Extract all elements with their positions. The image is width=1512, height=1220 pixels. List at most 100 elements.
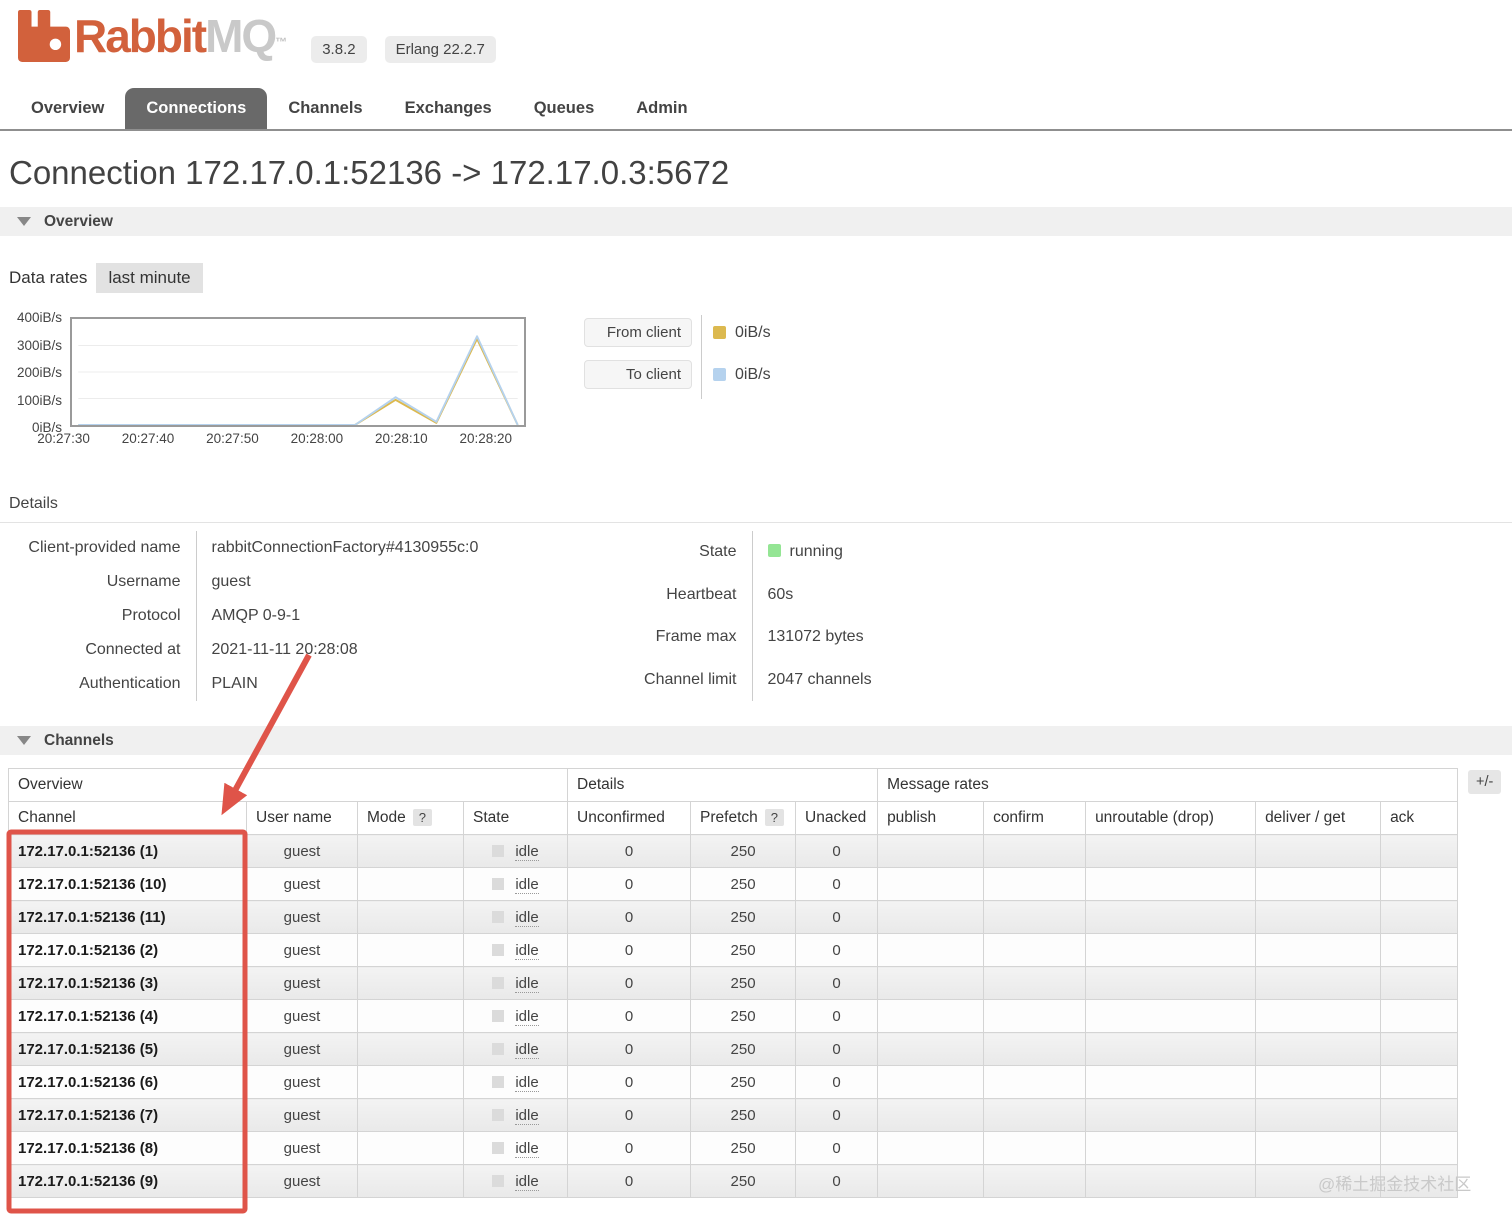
- detail-row-protocol: Protocol AMQP 0-9-1: [0, 599, 552, 633]
- channel-name[interactable]: 172.17.0.1:52136 (10): [8, 867, 247, 901]
- tab-connections[interactable]: Connections: [125, 88, 268, 129]
- page-title: Connection 172.17.0.1:52136 -> 172.17.0.…: [9, 154, 730, 191]
- unconfirmed: 0: [567, 1164, 692, 1198]
- data-rates-chart-block: 400iB/s 300iB/s 200iB/s 100iB/s 0iB/s 20:27:…: [0, 310, 1512, 449]
- prefetch: 250: [690, 834, 797, 868]
- tab-overview[interactable]: Overview: [31, 99, 105, 117]
- deliver-get-rate: [1255, 1032, 1382, 1066]
- channel-name[interactable]: 172.17.0.1:52136 (1): [8, 834, 247, 868]
- group-header-message-rates: Message rates: [877, 768, 1459, 802]
- x-tick-label: 20:28:20: [459, 431, 513, 446]
- column-label: Channel: [18, 809, 76, 826]
- column-header-confirm: confirm: [983, 801, 1087, 835]
- channel-name[interactable]: 172.17.0.1:52136 (9): [8, 1164, 247, 1198]
- column-label: Unconfirmed: [577, 809, 665, 826]
- mode: [357, 1098, 464, 1132]
- channel-name[interactable]: 172.17.0.1:52136 (6): [8, 1065, 247, 1099]
- detail-row-authentication: Authentication PLAIN: [0, 667, 552, 701]
- detail-label: State: [552, 531, 753, 574]
- column-label: State: [473, 809, 510, 826]
- channel-name[interactable]: 172.17.0.1:52136 (5): [8, 1032, 247, 1066]
- publish-rate: [877, 1131, 985, 1165]
- detail-value: 60s: [767, 585, 794, 603]
- column-selector-button[interactable]: +/-: [1468, 770, 1502, 794]
- channel-name[interactable]: 172.17.0.1:52136 (4): [8, 999, 247, 1033]
- unacked: 0: [795, 999, 879, 1033]
- detail-row-username: Username guest: [0, 565, 552, 599]
- tab-admin[interactable]: Admin: [636, 99, 688, 117]
- help-icon[interactable]: ?: [764, 809, 785, 826]
- state: idle: [462, 1098, 569, 1132]
- watermark: @稀土掘金技术社区: [1318, 1175, 1472, 1194]
- unacked: 0: [795, 1032, 879, 1066]
- user-name: guest: [246, 966, 358, 1000]
- detail-row-heartbeat: Heartbeat 60s: [552, 573, 872, 616]
- idle-state-swatch: [492, 1075, 505, 1088]
- series-to-client: [78, 335, 519, 425]
- mode: [357, 900, 464, 934]
- ack-rate: [1380, 1032, 1459, 1066]
- ack-rate: [1380, 1065, 1459, 1099]
- state-text: idle: [515, 941, 539, 960]
- user-name: guest: [246, 933, 358, 967]
- idle-state-swatch: [492, 910, 505, 923]
- state-text: idle: [515, 1172, 539, 1191]
- channels-section-header[interactable]: Channels: [0, 726, 1512, 755]
- ack-rate: [1380, 900, 1459, 934]
- ack-rate: [1380, 1098, 1459, 1132]
- ack-rate: [1380, 1131, 1459, 1165]
- column-header-publish: publish: [877, 801, 985, 835]
- mode: [357, 966, 464, 1000]
- channel-row: 172.17.0.1:52136 (4) guest idle 0 250 0: [8, 999, 1459, 1033]
- running-state-swatch: [767, 544, 781, 558]
- wordmark-mq: MQ: [205, 10, 277, 62]
- column-header-channel: Channel: [8, 801, 247, 835]
- deliver-get-rate: [1255, 1098, 1382, 1132]
- prefetch: 250: [690, 999, 797, 1033]
- unconfirmed: 0: [567, 1098, 692, 1132]
- tab-channels[interactable]: Channels: [288, 99, 363, 117]
- details-section: Client-provided name rabbitConnectionFact…: [0, 531, 1512, 701]
- state: idle: [462, 867, 569, 901]
- unroutable-rate: [1085, 1164, 1257, 1198]
- channel-name[interactable]: 172.17.0.1:52136 (3): [8, 966, 247, 1000]
- x-tick-label: 20:27:30: [37, 431, 90, 446]
- help-icon[interactable]: ?: [412, 809, 433, 826]
- chart-legend: From client 0iB/s To client 0iB/s: [584, 315, 771, 449]
- detail-label: Frame max: [552, 616, 753, 659]
- detail-value: 2021-11-11 20:28:08: [211, 641, 358, 658]
- data-rates-label: Data rates: [9, 268, 88, 287]
- detail-label: Protocol: [0, 599, 197, 633]
- confirm-rate: [983, 834, 1087, 868]
- column-header-user-name: User name: [246, 801, 358, 835]
- unconfirmed: 0: [567, 1032, 692, 1066]
- collapse-triangle-icon: [17, 217, 31, 226]
- channels-tbody: 172.17.0.1:52136 (1) guest idle 0 250 0 172.17…: [8, 834, 1459, 1198]
- series-from-client: [78, 337, 519, 425]
- channel-name[interactable]: 172.17.0.1:52136 (8): [8, 1131, 247, 1165]
- channel-name[interactable]: 172.17.0.1:52136 (2): [8, 933, 247, 967]
- state: idle: [462, 834, 569, 868]
- publish-rate: [877, 933, 985, 967]
- y-tick-label: 0iB/s: [31, 420, 62, 435]
- tab-exchanges[interactable]: Exchanges: [404, 99, 492, 117]
- legend-row-from-client: From client 0iB/s: [584, 318, 771, 347]
- detail-value: rabbitConnectionFactory#4130955c:0: [211, 539, 479, 556]
- column-header-deliver-get: deliver / get: [1255, 801, 1382, 835]
- legend-swatch: [713, 368, 726, 381]
- chart-period-selector[interactable]: last minute: [96, 263, 203, 293]
- deliver-get-rate: [1255, 900, 1382, 934]
- channel-name[interactable]: 172.17.0.1:52136 (11): [8, 900, 247, 934]
- unacked: 0: [795, 1065, 879, 1099]
- confirm-rate: [983, 1032, 1087, 1066]
- column-header-state: State: [462, 801, 569, 835]
- detail-row-channel-limit: Channel limit 2047 channels: [552, 658, 872, 701]
- state-text: idle: [515, 1073, 539, 1092]
- rabbitmq-logo-icon: [18, 10, 70, 62]
- ack-rate: [1380, 834, 1459, 868]
- overview-section-header[interactable]: Overview: [0, 207, 1512, 236]
- tab-queues[interactable]: Queues: [533, 99, 595, 117]
- channel-row: 172.17.0.1:52136 (5) guest idle 0 250 0: [8, 1032, 1459, 1066]
- channel-name[interactable]: 172.17.0.1:52136 (7): [8, 1098, 247, 1132]
- column-label: publish: [887, 809, 937, 826]
